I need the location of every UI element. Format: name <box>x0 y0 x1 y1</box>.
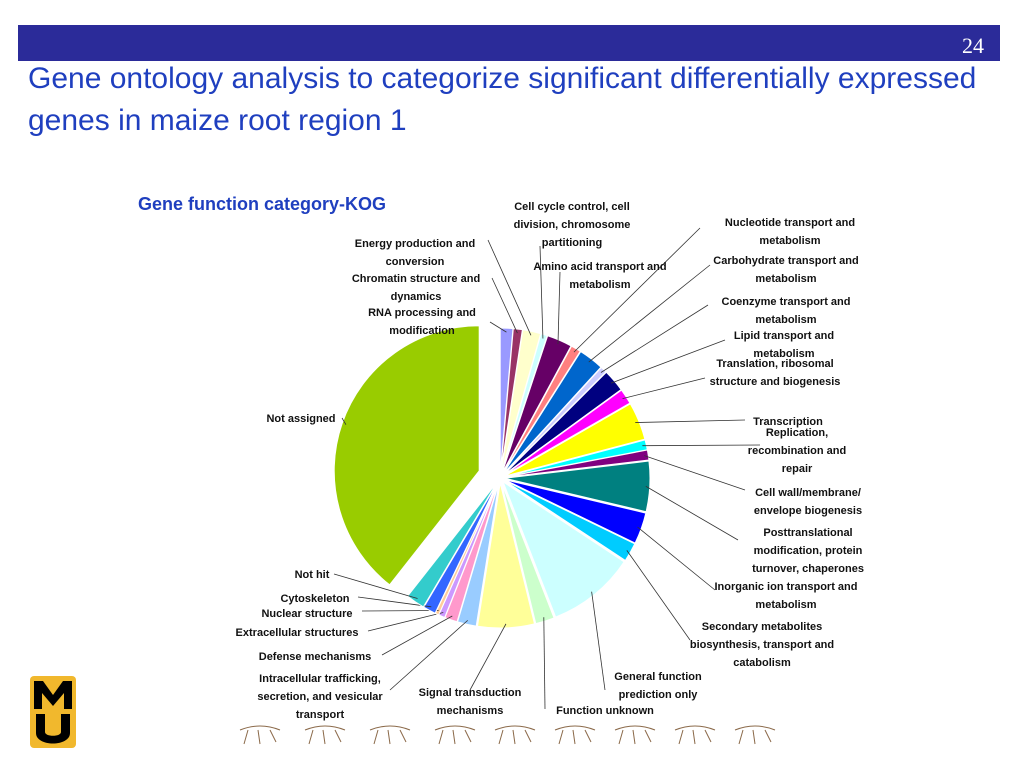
slice-label: Secondary metabolites biosynthesis, tran… <box>689 621 835 669</box>
leader-line <box>645 485 739 541</box>
pie-slice <box>476 482 536 629</box>
leader-line <box>367 612 444 632</box>
pie-slice <box>504 449 650 478</box>
chart-title: Gene function category-KOG <box>138 194 387 214</box>
slide-title: Gene ontology analysis to categorize sig… <box>28 62 977 137</box>
leader-line <box>635 419 746 423</box>
pie-slice <box>504 403 646 477</box>
slice-label: Carbohydrate transport and metabolism <box>713 255 859 285</box>
pie-slice <box>333 325 480 586</box>
leader-line <box>539 245 544 339</box>
pie-slice <box>501 335 572 474</box>
leader-line <box>389 620 468 691</box>
slice-label: Not hit <box>294 569 330 581</box>
header-bar <box>18 25 1000 61</box>
pie-slice <box>504 479 647 544</box>
pie-slice <box>502 345 581 474</box>
pie-slice <box>503 366 607 475</box>
slice-label: Cell wall/membrane/ envelope biogenesis <box>753 487 863 517</box>
slice-label: Extracellular structures <box>235 627 359 639</box>
leader-line <box>637 526 716 591</box>
leader-line <box>622 377 706 399</box>
pie-slice <box>500 333 548 474</box>
leader-line <box>543 617 546 710</box>
pie-slice <box>406 481 498 608</box>
leader-line <box>341 417 347 425</box>
slice-label: Coenzyme transport and metabolism <box>721 296 851 326</box>
pie-slice <box>502 350 602 475</box>
leader-line <box>333 573 418 599</box>
slice-label: Cell cycle control, cell division, chrom… <box>513 201 631 249</box>
leader-line <box>573 227 701 353</box>
leader-line <box>557 271 561 345</box>
slice-label: Nuclear structure <box>261 608 353 620</box>
leader-line <box>626 550 691 641</box>
slice-label: RNA processing and modification <box>368 307 476 337</box>
pie-slice <box>502 480 625 618</box>
leader-line <box>591 591 606 691</box>
leader-line <box>491 277 518 334</box>
slice-label: Defense mechanisms <box>258 651 372 663</box>
leader-line <box>469 623 507 691</box>
slice-label: General function prediction only <box>614 671 702 701</box>
slice-label: Chromatin structure and dynamics <box>351 273 481 303</box>
logo <box>30 676 76 748</box>
slice-label: Not assigned <box>266 413 336 425</box>
leader-line <box>588 264 711 363</box>
slice-label: Translation, ribosomal structure and bio… <box>709 358 841 388</box>
leader-line <box>642 444 761 447</box>
slice-label: Energy production and conversion <box>354 238 476 268</box>
pie-slice <box>504 480 636 562</box>
pie-slice <box>501 482 555 625</box>
slice-label: Nucleotide transport and metabolism <box>724 217 856 247</box>
slice-label: Posttranslational modification, protein … <box>752 527 864 575</box>
leader-line <box>361 610 439 612</box>
slice-label: Signal transduction mechanisms <box>418 687 522 717</box>
slice-label: Inorganic ion transport and metabolism <box>714 581 858 611</box>
leader-line <box>610 339 726 384</box>
slice-label: Replication, recombination and repair <box>747 427 847 475</box>
slice-label: Function unknown <box>556 705 654 717</box>
leader-line <box>357 596 432 608</box>
slice-label: Lipid transport and metabolism <box>733 330 835 360</box>
root-decorations <box>239 725 776 745</box>
page-number: 24 <box>962 33 984 58</box>
slice-label: Intracellular trafficking, secretion, an… <box>257 673 383 721</box>
slice-label: Amino acid transport and metabolism <box>533 261 667 291</box>
leader-line <box>489 321 507 333</box>
pie-slice <box>504 460 651 513</box>
pie-slice <box>503 389 631 476</box>
leader-line <box>644 455 746 491</box>
slice-label: Transcription <box>753 416 823 428</box>
pie-slice <box>423 482 499 614</box>
leader-line <box>487 239 532 336</box>
pie-slice <box>503 371 622 476</box>
slice-label: Cytoskeleton <box>280 593 350 605</box>
leader-line <box>600 304 709 373</box>
leader-line <box>381 615 453 656</box>
pie-slice <box>456 482 500 627</box>
